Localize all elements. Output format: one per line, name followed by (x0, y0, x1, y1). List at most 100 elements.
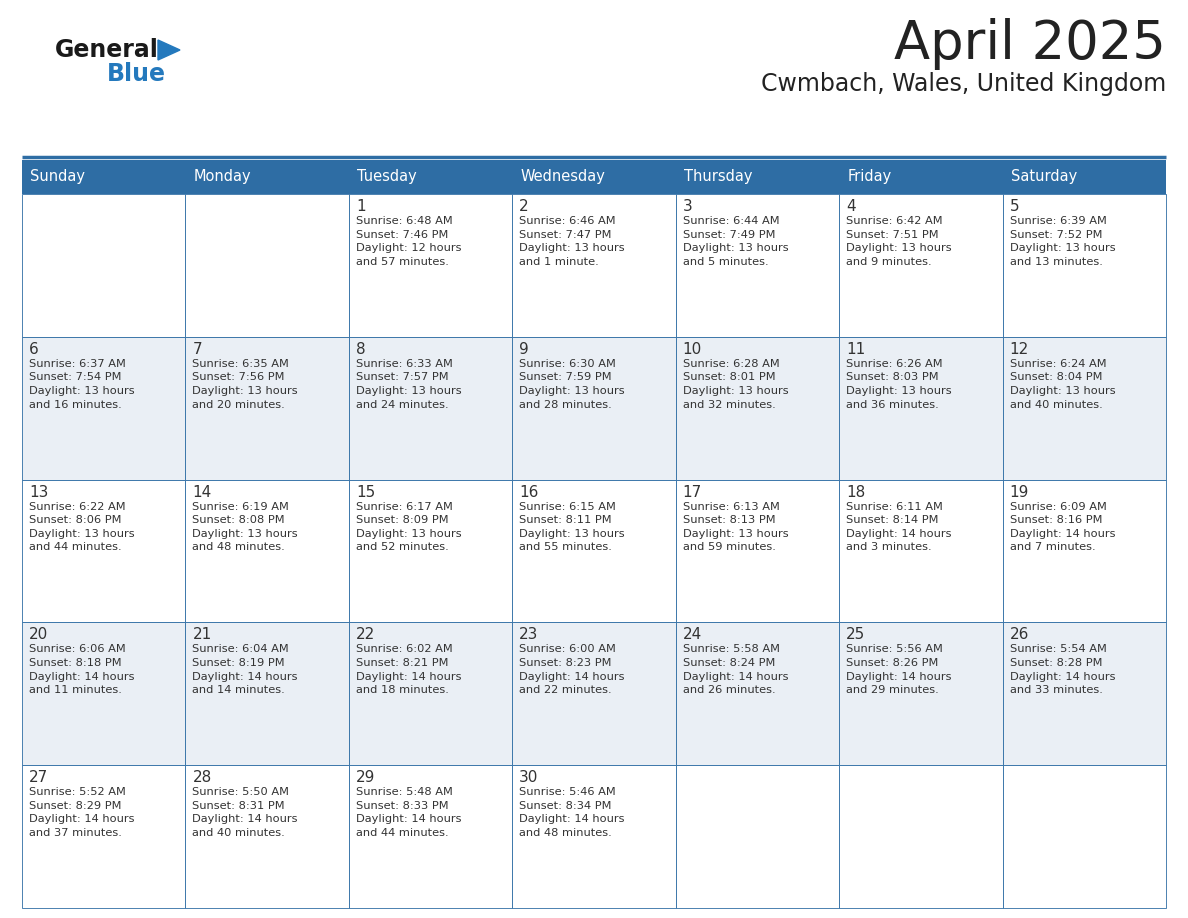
Bar (676, 194, 839, 337)
Text: Wednesday: Wednesday (520, 170, 605, 185)
Text: 28: 28 (192, 770, 211, 785)
Bar (23, 194, 185, 337)
Polygon shape (158, 40, 181, 60)
Bar (1003, 479, 1165, 622)
Text: 1: 1 (356, 199, 366, 214)
Text: Sunrise: 6:04 AM
Sunset: 8:19 PM
Daylight: 14 hours
and 14 minutes.: Sunrise: 6:04 AM Sunset: 8:19 PM Dayligh… (192, 644, 298, 695)
Text: Sunrise: 6:26 AM
Sunset: 8:03 PM
Daylight: 13 hours
and 36 minutes.: Sunrise: 6:26 AM Sunset: 8:03 PM Dayligh… (846, 359, 952, 409)
Text: Thursday: Thursday (684, 170, 752, 185)
Text: Sunrise: 5:50 AM
Sunset: 8:31 PM
Daylight: 14 hours
and 40 minutes.: Sunrise: 5:50 AM Sunset: 8:31 PM Dayligh… (192, 788, 298, 838)
Text: 5: 5 (1010, 199, 1019, 214)
Bar (1003, 337, 1165, 479)
Text: Monday: Monday (194, 170, 251, 185)
Bar (839, 337, 1003, 479)
Bar (23, 479, 185, 622)
Text: Sunrise: 6:00 AM
Sunset: 8:23 PM
Daylight: 14 hours
and 22 minutes.: Sunrise: 6:00 AM Sunset: 8:23 PM Dayligh… (519, 644, 625, 695)
Bar (512, 160, 676, 194)
Text: 27: 27 (29, 770, 49, 785)
Bar (512, 194, 676, 337)
Text: Sunrise: 5:52 AM
Sunset: 8:29 PM
Daylight: 14 hours
and 37 minutes.: Sunrise: 5:52 AM Sunset: 8:29 PM Dayligh… (29, 788, 134, 838)
Bar (349, 766, 512, 908)
Text: 4: 4 (846, 199, 855, 214)
Text: Sunrise: 6:37 AM
Sunset: 7:54 PM
Daylight: 13 hours
and 16 minutes.: Sunrise: 6:37 AM Sunset: 7:54 PM Dayligh… (29, 359, 134, 409)
Bar (349, 479, 512, 622)
Text: 24: 24 (683, 627, 702, 643)
Text: 21: 21 (192, 627, 211, 643)
Text: Sunrise: 6:28 AM
Sunset: 8:01 PM
Daylight: 13 hours
and 32 minutes.: Sunrise: 6:28 AM Sunset: 8:01 PM Dayligh… (683, 359, 789, 409)
Text: Sunrise: 5:46 AM
Sunset: 8:34 PM
Daylight: 14 hours
and 48 minutes.: Sunrise: 5:46 AM Sunset: 8:34 PM Dayligh… (519, 788, 625, 838)
Text: Friday: Friday (847, 170, 891, 185)
Text: 15: 15 (356, 485, 375, 499)
Text: 26: 26 (1010, 627, 1029, 643)
Bar (512, 766, 676, 908)
Bar (512, 337, 676, 479)
Text: Sunrise: 6:06 AM
Sunset: 8:18 PM
Daylight: 14 hours
and 11 minutes.: Sunrise: 6:06 AM Sunset: 8:18 PM Dayligh… (29, 644, 134, 695)
Text: 23: 23 (519, 627, 538, 643)
Bar (185, 337, 349, 479)
Text: 19: 19 (1010, 485, 1029, 499)
Text: Sunrise: 6:33 AM
Sunset: 7:57 PM
Daylight: 13 hours
and 24 minutes.: Sunrise: 6:33 AM Sunset: 7:57 PM Dayligh… (356, 359, 461, 409)
Bar (349, 337, 512, 479)
Bar (349, 194, 512, 337)
Text: Sunday: Sunday (30, 170, 86, 185)
Bar (23, 622, 185, 766)
Text: 6: 6 (29, 341, 39, 357)
Bar (23, 337, 185, 479)
Bar (839, 622, 1003, 766)
Bar (676, 766, 839, 908)
Text: Sunrise: 6:11 AM
Sunset: 8:14 PM
Daylight: 14 hours
and 3 minutes.: Sunrise: 6:11 AM Sunset: 8:14 PM Dayligh… (846, 501, 952, 553)
Bar (185, 622, 349, 766)
Text: Blue: Blue (107, 62, 166, 86)
Text: Sunrise: 6:02 AM
Sunset: 8:21 PM
Daylight: 14 hours
and 18 minutes.: Sunrise: 6:02 AM Sunset: 8:21 PM Dayligh… (356, 644, 461, 695)
Bar (349, 622, 512, 766)
Text: Sunrise: 6:09 AM
Sunset: 8:16 PM
Daylight: 14 hours
and 7 minutes.: Sunrise: 6:09 AM Sunset: 8:16 PM Dayligh… (1010, 501, 1116, 553)
Bar (1003, 622, 1165, 766)
Bar (23, 766, 185, 908)
Text: Sunrise: 5:56 AM
Sunset: 8:26 PM
Daylight: 14 hours
and 29 minutes.: Sunrise: 5:56 AM Sunset: 8:26 PM Dayligh… (846, 644, 952, 695)
Text: Sunrise: 5:58 AM
Sunset: 8:24 PM
Daylight: 14 hours
and 26 minutes.: Sunrise: 5:58 AM Sunset: 8:24 PM Dayligh… (683, 644, 788, 695)
Text: Sunrise: 6:44 AM
Sunset: 7:49 PM
Daylight: 13 hours
and 5 minutes.: Sunrise: 6:44 AM Sunset: 7:49 PM Dayligh… (683, 216, 789, 267)
Text: Cwmbach, Wales, United Kingdom: Cwmbach, Wales, United Kingdom (760, 72, 1165, 96)
Text: Tuesday: Tuesday (356, 170, 417, 185)
Text: Sunrise: 6:24 AM
Sunset: 8:04 PM
Daylight: 13 hours
and 40 minutes.: Sunrise: 6:24 AM Sunset: 8:04 PM Dayligh… (1010, 359, 1116, 409)
Text: Saturday: Saturday (1011, 170, 1076, 185)
Text: Sunrise: 5:48 AM
Sunset: 8:33 PM
Daylight: 14 hours
and 44 minutes.: Sunrise: 5:48 AM Sunset: 8:33 PM Dayligh… (356, 788, 461, 838)
Bar (512, 622, 676, 766)
Text: 10: 10 (683, 341, 702, 357)
Text: Sunrise: 5:54 AM
Sunset: 8:28 PM
Daylight: 14 hours
and 33 minutes.: Sunrise: 5:54 AM Sunset: 8:28 PM Dayligh… (1010, 644, 1116, 695)
Text: Sunrise: 6:39 AM
Sunset: 7:52 PM
Daylight: 13 hours
and 13 minutes.: Sunrise: 6:39 AM Sunset: 7:52 PM Dayligh… (1010, 216, 1116, 267)
Text: Sunrise: 6:30 AM
Sunset: 7:59 PM
Daylight: 13 hours
and 28 minutes.: Sunrise: 6:30 AM Sunset: 7:59 PM Dayligh… (519, 359, 625, 409)
Text: 29: 29 (356, 770, 375, 785)
Bar (839, 194, 1003, 337)
Text: 18: 18 (846, 485, 865, 499)
Text: General: General (55, 38, 159, 62)
Text: 13: 13 (29, 485, 49, 499)
Text: April 2025: April 2025 (895, 18, 1165, 70)
Bar (512, 479, 676, 622)
Text: 9: 9 (519, 341, 529, 357)
Text: Sunrise: 6:17 AM
Sunset: 8:09 PM
Daylight: 13 hours
and 52 minutes.: Sunrise: 6:17 AM Sunset: 8:09 PM Dayligh… (356, 501, 461, 553)
Text: 25: 25 (846, 627, 865, 643)
Text: Sunrise: 6:42 AM
Sunset: 7:51 PM
Daylight: 13 hours
and 9 minutes.: Sunrise: 6:42 AM Sunset: 7:51 PM Dayligh… (846, 216, 952, 267)
Text: 14: 14 (192, 485, 211, 499)
Text: 7: 7 (192, 341, 202, 357)
Bar (676, 337, 839, 479)
Bar (185, 194, 349, 337)
Bar (349, 160, 512, 194)
Bar (676, 160, 839, 194)
Bar (23, 160, 185, 194)
Bar (1003, 766, 1165, 908)
Bar (1003, 194, 1165, 337)
Bar (676, 622, 839, 766)
Bar (839, 160, 1003, 194)
Text: 2: 2 (519, 199, 529, 214)
Bar (1003, 160, 1165, 194)
Text: Sunrise: 6:46 AM
Sunset: 7:47 PM
Daylight: 13 hours
and 1 minute.: Sunrise: 6:46 AM Sunset: 7:47 PM Dayligh… (519, 216, 625, 267)
Text: 22: 22 (356, 627, 375, 643)
Text: 30: 30 (519, 770, 538, 785)
Text: Sunrise: 6:15 AM
Sunset: 8:11 PM
Daylight: 13 hours
and 55 minutes.: Sunrise: 6:15 AM Sunset: 8:11 PM Dayligh… (519, 501, 625, 553)
Text: Sunrise: 6:19 AM
Sunset: 8:08 PM
Daylight: 13 hours
and 48 minutes.: Sunrise: 6:19 AM Sunset: 8:08 PM Dayligh… (192, 501, 298, 553)
Text: Sunrise: 6:35 AM
Sunset: 7:56 PM
Daylight: 13 hours
and 20 minutes.: Sunrise: 6:35 AM Sunset: 7:56 PM Dayligh… (192, 359, 298, 409)
Text: Sunrise: 6:13 AM
Sunset: 8:13 PM
Daylight: 13 hours
and 59 minutes.: Sunrise: 6:13 AM Sunset: 8:13 PM Dayligh… (683, 501, 789, 553)
Bar (839, 479, 1003, 622)
